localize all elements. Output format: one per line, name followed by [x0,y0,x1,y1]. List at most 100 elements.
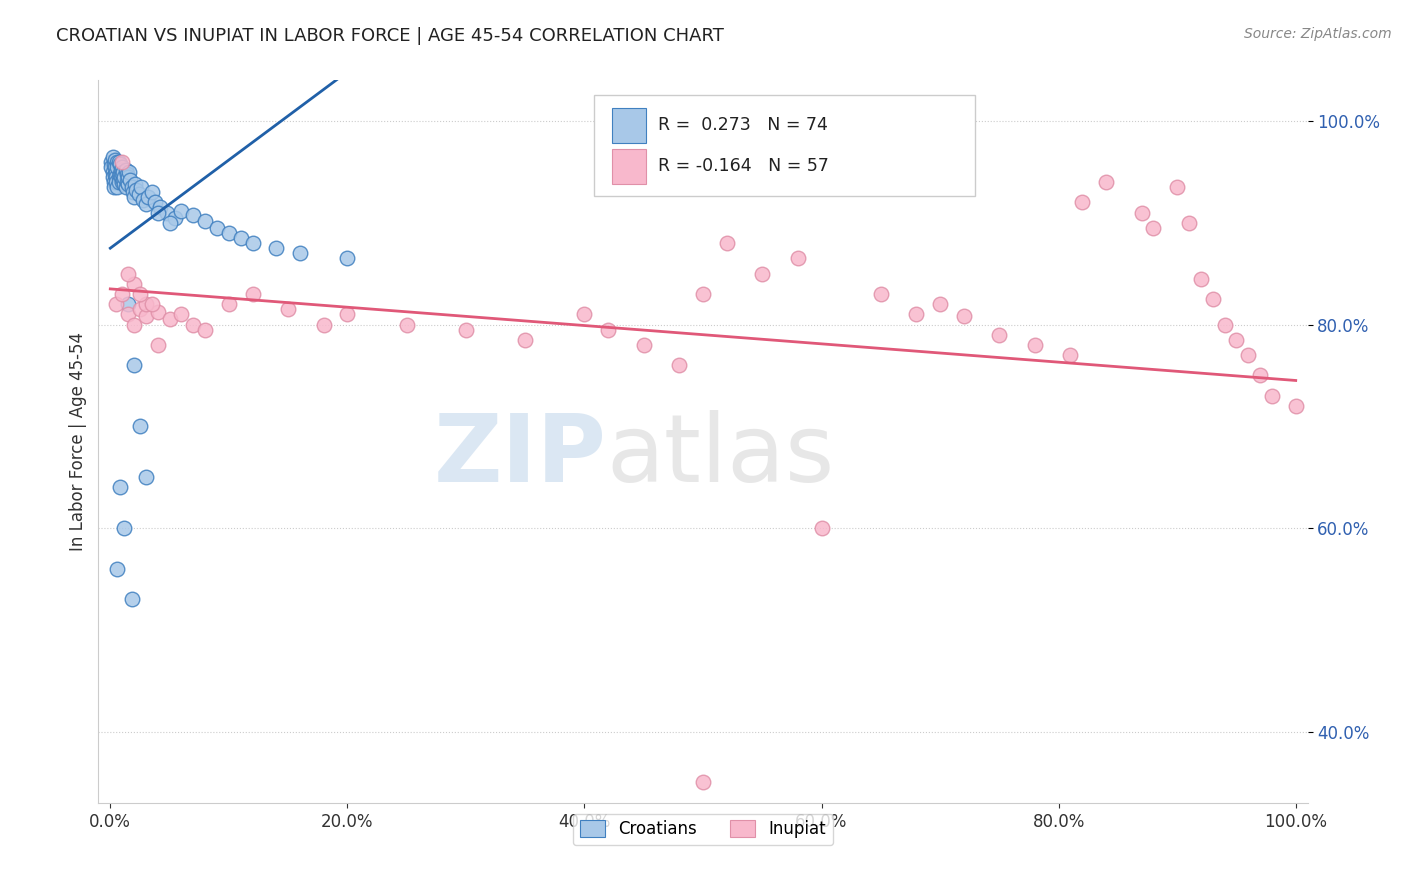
Point [229,231,252,245]
Point [205,220,228,235]
Point [118,165,141,179]
Point [633,338,655,352]
Point [128,187,150,202]
Point [107,154,129,169]
Point [692,287,714,301]
Point [104,167,127,181]
Point [111,160,134,174]
Point [107,169,129,184]
Point [1189,271,1212,285]
Point [1202,292,1225,306]
Point [101,169,124,184]
Point [218,297,240,311]
Point [103,180,125,194]
Point [114,177,136,191]
Point [122,190,145,204]
Text: R =  0.273   N = 74: R = 0.273 N = 74 [658,116,828,134]
Point [117,267,139,281]
Point [112,173,135,187]
Point [105,180,128,194]
Point [218,226,240,240]
Bar [613,109,647,143]
Text: CROATIAN VS INUPIAT IN LABOR FORCE | AGE 45-54 CORRELATION CHART: CROATIAN VS INUPIAT IN LABOR FORCE | AGE… [56,27,724,45]
Point [135,470,157,484]
Point [124,177,146,191]
Point [454,323,477,337]
Point [129,287,152,301]
Point [156,205,179,219]
Point [395,318,418,332]
Y-axis label: In Labor Force | Age 45-54: In Labor Force | Age 45-54 [69,332,87,551]
Point [1095,175,1118,189]
Point [716,236,738,251]
Point [1249,368,1271,383]
Point [114,162,136,177]
Point [159,312,181,326]
Point [668,358,690,372]
Point [1261,389,1284,403]
Point [136,190,159,204]
Point [194,213,217,227]
Point [146,338,169,352]
Point [132,194,155,208]
Point [110,162,132,177]
Point [869,287,891,301]
Point [105,154,128,169]
Point [170,203,193,218]
Point [104,160,127,174]
Bar [613,149,647,184]
Point [1071,195,1094,210]
Point [135,297,157,311]
Point [574,307,596,321]
Point [905,307,928,321]
Point [110,169,132,184]
Point [1059,348,1081,362]
Point [108,167,131,181]
Point [107,175,129,189]
Point [141,185,163,199]
Point [121,185,143,199]
Point [121,592,143,607]
Point [105,297,128,311]
Point [135,197,157,211]
Point [100,154,122,169]
Point [135,310,157,324]
Point [170,307,193,321]
Point [114,169,136,184]
Point [264,241,287,255]
Point [111,154,134,169]
Point [122,277,145,291]
Point [810,521,832,535]
Point [1178,216,1201,230]
Point [288,246,311,260]
Point [111,287,134,301]
Point [103,157,125,171]
Point [1225,333,1247,347]
Point [100,160,122,174]
Point [125,183,148,197]
Point [181,318,204,332]
Point [111,167,134,181]
Point [165,211,187,225]
Point [159,216,181,230]
Point [103,175,125,189]
Point [952,310,974,324]
Point [117,297,139,311]
Point [101,150,124,164]
Point [121,180,143,194]
Point [143,195,166,210]
Point [122,318,145,332]
Point [1285,399,1308,413]
Point [129,419,152,434]
Point [101,165,124,179]
Legend: Croatians, Inupiat: Croatians, Inupiat [574,814,832,845]
Point [1166,180,1188,194]
Point [1213,318,1236,332]
Point [122,358,145,372]
Point [112,165,135,179]
Point [115,167,138,181]
Point [117,169,139,184]
Point [141,297,163,311]
Text: atlas: atlas [606,410,835,502]
Point [181,208,204,222]
